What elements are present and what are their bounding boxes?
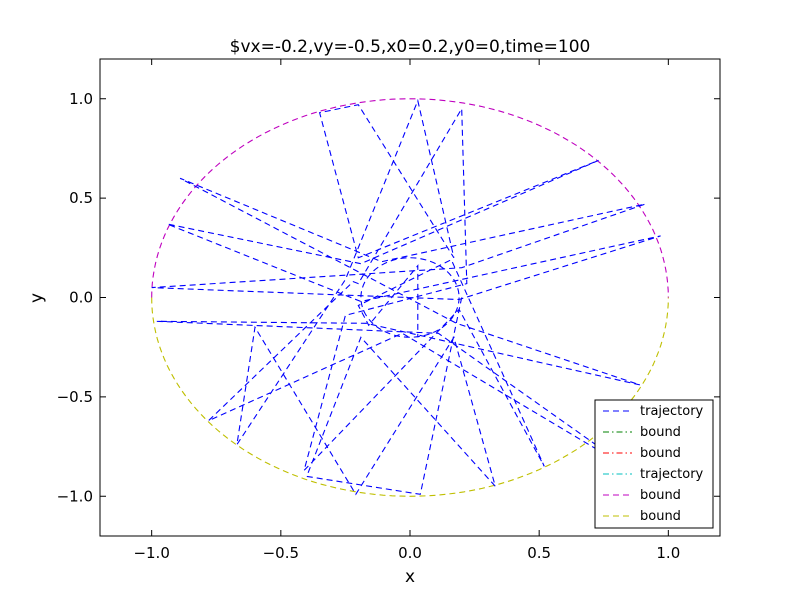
legend-label: bound <box>640 488 681 503</box>
legend-label: bound <box>640 425 681 440</box>
inner-boundary <box>360 257 460 338</box>
y-tick-label: −1.0 <box>57 487 93 505</box>
legend-label: bound <box>640 446 681 461</box>
legend-label: bound <box>640 509 681 524</box>
x-tick-label: −0.5 <box>263 544 299 562</box>
x-tick-label: 0.5 <box>527 544 551 562</box>
bound-curve-lower <box>151 297 669 497</box>
legend-label: trajectory <box>640 404 704 419</box>
trajectory-line <box>151 98 661 496</box>
x-tick-label: −1.0 <box>133 544 169 562</box>
series-layer <box>151 98 669 497</box>
y-tick-label: 0.0 <box>69 289 93 307</box>
y-axis-label: y <box>27 293 47 303</box>
x-tick-label: 1.0 <box>656 544 680 562</box>
tick-layer: −1.0 −0.5 0.0 0.5 1.0 −1.0 −0.5 0.0 0.5 1.0 <box>57 59 720 562</box>
bound-curve-upper <box>151 98 669 298</box>
y-tick-label: −0.5 <box>57 388 93 406</box>
y-tick-label: 1.0 <box>69 90 93 108</box>
x-axis-label: x <box>405 567 415 587</box>
legend-label: trajectory <box>640 467 704 482</box>
legend: trajectory bound bound trajectory bound bound <box>594 399 714 529</box>
legend-frame <box>594 399 714 529</box>
plot-area: −1.0 −0.5 0.0 0.5 1.0 −1.0 −0.5 0.0 0.5 1.0 <box>57 58 721 562</box>
x-tick-label: 0.0 <box>398 544 422 562</box>
chart-title: $vx=-0.2,vy=-0.5,x0=0.2,y0=0,time=100 <box>230 37 591 57</box>
y-tick-label: 0.5 <box>69 189 93 207</box>
